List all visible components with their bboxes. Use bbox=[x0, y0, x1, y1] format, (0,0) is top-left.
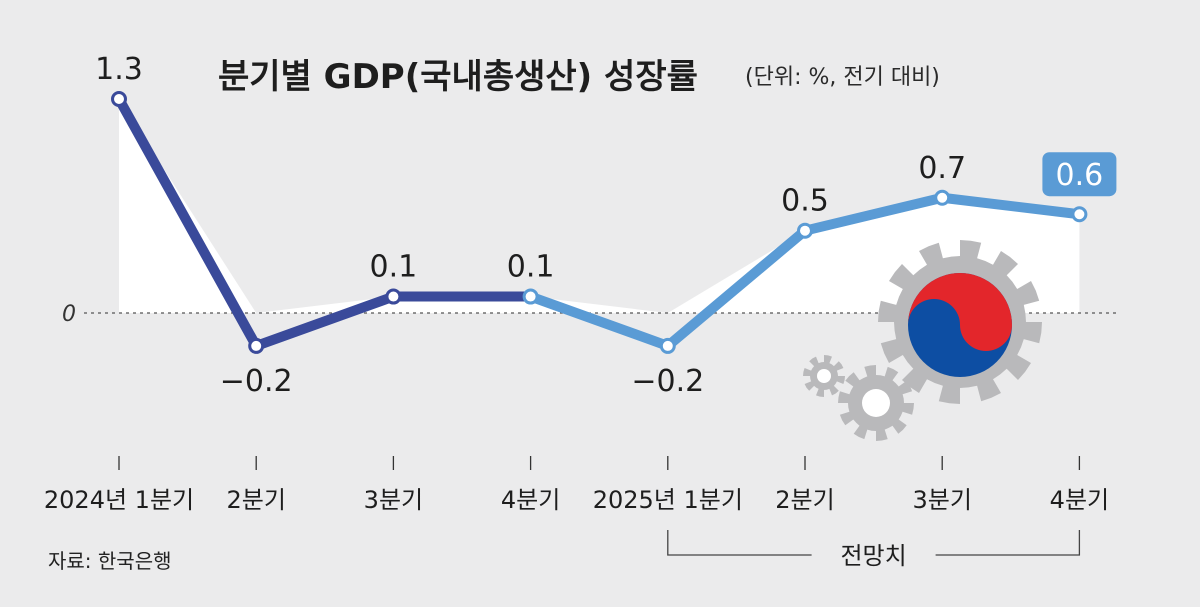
x-tick-label-5: 2분기 bbox=[775, 486, 834, 514]
data-point-7 bbox=[1071, 206, 1088, 223]
value-label-0: 1.3 bbox=[95, 52, 143, 87]
value-label-1: −0.2 bbox=[220, 364, 293, 399]
series-segment-4 bbox=[662, 225, 810, 351]
x-tick-label-4: 2025년 1분기 bbox=[593, 486, 743, 514]
x-tick-label-3: 4분기 bbox=[501, 486, 560, 514]
label-layer: 1.3 −0.2 0.1 0.1 −0.2 0.5 0.7 0.6 bbox=[95, 52, 1117, 399]
highlight-value-box bbox=[1042, 152, 1117, 197]
forecast-bracket-right bbox=[935, 530, 1081, 556]
taegeuk-red bbox=[908, 273, 1012, 351]
forecast-bracket: 전망치 bbox=[667, 530, 1081, 570]
point-layer bbox=[111, 91, 1088, 354]
medium-gear-icon bbox=[838, 365, 914, 441]
value-label-6: 0.7 bbox=[918, 151, 966, 186]
data-point-0 bbox=[111, 91, 127, 107]
line-layer bbox=[114, 94, 1085, 351]
x-axis: 2024년 1분기 2분기 3분기 4분기 2025년 1분기 2분기 3분기 4분기 bbox=[44, 456, 1109, 514]
forecast-bracket-left bbox=[667, 530, 812, 556]
x-tick-label-7: 4분기 bbox=[1050, 486, 1109, 514]
data-point-1 bbox=[248, 337, 265, 354]
forecast-label: 전망치 bbox=[840, 542, 906, 570]
data-point-6 bbox=[934, 189, 951, 206]
value-label-5: 0.5 bbox=[781, 184, 829, 219]
data-point-4 bbox=[659, 337, 676, 354]
chart-title: 분기별 GDP(국내총생산) 성장률 bbox=[218, 57, 698, 97]
data-point-2 bbox=[385, 288, 402, 305]
small-gear-icon bbox=[803, 355, 845, 397]
data-point-3 bbox=[522, 288, 539, 305]
value-label-2: 0.1 bbox=[370, 250, 418, 285]
series-segment-0 bbox=[114, 94, 262, 351]
data-point-5 bbox=[797, 222, 813, 239]
value-label-7: 0.6 bbox=[1056, 158, 1104, 193]
value-label-3: 0.1 bbox=[507, 250, 555, 285]
positive-area bbox=[119, 99, 1080, 313]
series-segment-5 bbox=[800, 192, 948, 236]
x-tick-label-0: 2024년 1분기 bbox=[44, 486, 194, 514]
x-tick-label-6: 3분기 bbox=[912, 486, 971, 514]
x-tick-label-2: 3분기 bbox=[364, 486, 423, 514]
gear-with-taegeuk-icon bbox=[803, 240, 1042, 441]
area-layer bbox=[119, 99, 1080, 313]
source-label: 자료: 한국은행 bbox=[48, 549, 172, 573]
x-tick-label-1: 2분기 bbox=[226, 486, 285, 514]
series-segment-6 bbox=[937, 192, 1085, 220]
unit-note: (단위: %, 전기 대비) bbox=[745, 65, 940, 90]
zero-label: 0 bbox=[62, 302, 76, 327]
series-segment-1 bbox=[251, 291, 399, 351]
value-label-4: −0.2 bbox=[631, 364, 704, 399]
series-segment-3 bbox=[525, 291, 673, 351]
